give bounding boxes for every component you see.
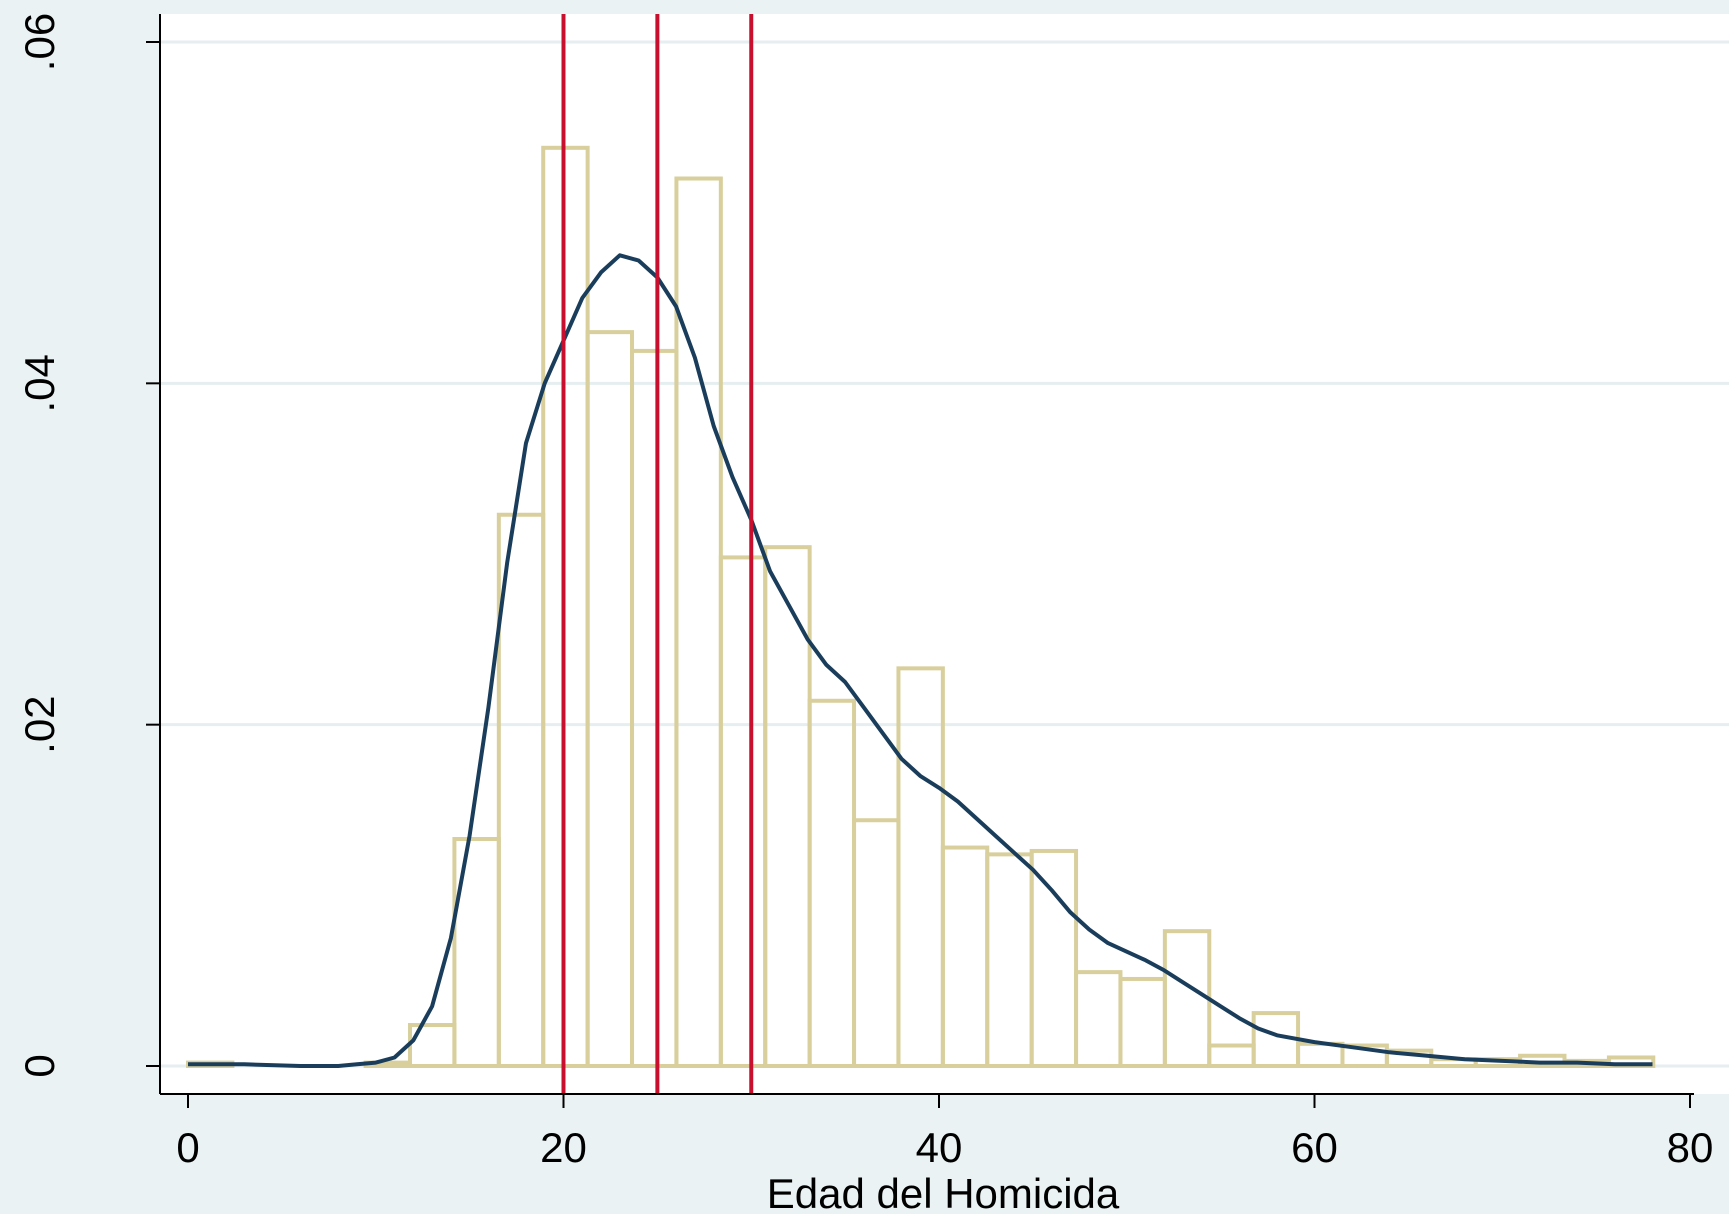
x-tick-label: 80 [1667,1124,1714,1171]
x-tick-label: 60 [1291,1124,1338,1171]
x-axis-title: Edad del Homicida [767,1170,1120,1214]
y-tick-label: .06 [16,13,63,71]
density-line [188,253,1653,1068]
tick-labels: 0 20 40 60 80 0 .02 .04 .06 [16,13,1713,1171]
y-tick-label: .02 [16,695,63,753]
x-tick-label: 0 [176,1124,199,1171]
histogram [186,145,1656,1069]
histogram-bar [1029,848,1079,1069]
reference-lines [561,14,754,1094]
x-tick-label: 20 [540,1124,587,1171]
density-curve [188,253,1653,1068]
x-tick-label: 40 [916,1124,963,1171]
y-tick-label: 0 [16,1054,63,1077]
y-tick-label: .04 [16,354,63,412]
axes [146,14,1694,1108]
